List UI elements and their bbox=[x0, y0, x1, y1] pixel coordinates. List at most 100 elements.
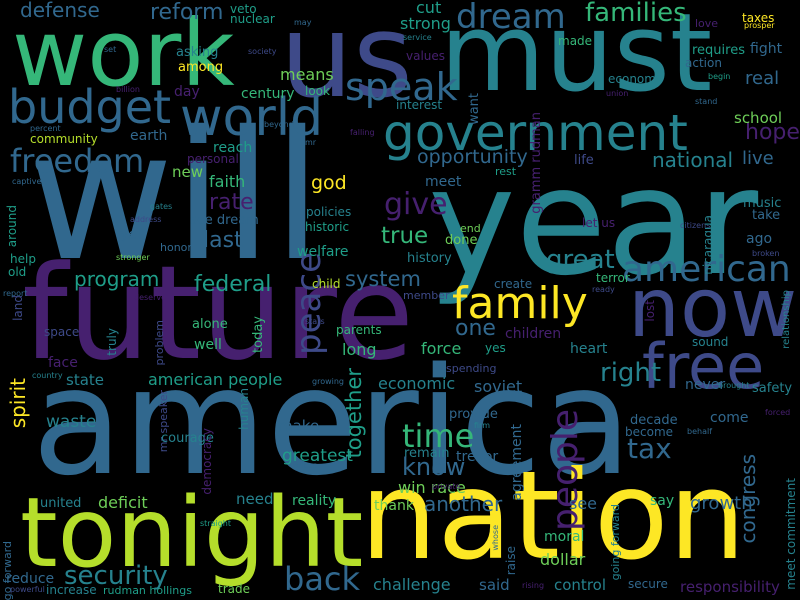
cloud-word: music bbox=[743, 196, 782, 211]
cloud-word: stars bbox=[305, 317, 325, 326]
cloud-word: family bbox=[452, 278, 588, 329]
cloud-word: honor bbox=[160, 241, 192, 254]
cloud-word: asking bbox=[176, 45, 219, 60]
cloud-word: year bbox=[428, 136, 759, 308]
cloud-word: made bbox=[558, 34, 593, 48]
cloud-word: opportunity bbox=[417, 146, 528, 168]
cloud-word: children bbox=[505, 326, 562, 342]
cloud-word: alone bbox=[192, 317, 228, 332]
cloud-word: courage bbox=[161, 431, 214, 446]
cloud-word: responsibility bbox=[680, 578, 780, 596]
cloud-word: america bbox=[32, 336, 632, 508]
cloud-word: hope bbox=[745, 120, 800, 145]
cloud-word: stand bbox=[695, 97, 718, 106]
cloud-word: rising bbox=[522, 581, 545, 590]
cloud-word: done bbox=[445, 233, 478, 248]
cloud-word: future bbox=[22, 237, 415, 389]
cloud-word: love bbox=[695, 17, 719, 30]
cloud-word: heart bbox=[570, 341, 608, 357]
cloud-word: interest bbox=[396, 98, 443, 112]
cloud-word: school bbox=[734, 109, 783, 127]
cloud-word: space bbox=[44, 325, 80, 339]
cloud-word: create bbox=[494, 277, 533, 291]
cloud-word: become bbox=[625, 425, 674, 439]
cloud-word: united bbox=[40, 496, 82, 511]
cloud-word: reality bbox=[292, 493, 337, 509]
cloud-word: spending bbox=[446, 362, 497, 375]
cloud-word: federal bbox=[194, 272, 272, 297]
cloud-word: freedom bbox=[10, 142, 145, 180]
cloud-word: firm bbox=[474, 421, 490, 430]
cloud-word: meet commitment bbox=[784, 478, 798, 590]
cloud-word: yes bbox=[485, 341, 506, 355]
cloud-word: world bbox=[180, 88, 324, 148]
cloud-word: reduce bbox=[6, 571, 55, 587]
cloud-word: speak bbox=[345, 65, 458, 109]
cloud-word: growing bbox=[312, 377, 344, 386]
cloud-word: deserve bbox=[134, 293, 167, 302]
cloud-word: together bbox=[342, 368, 366, 459]
cloud-word: gramm rudman bbox=[529, 112, 544, 214]
cloud-word: truly bbox=[105, 328, 119, 356]
cloud-word: secure bbox=[628, 577, 668, 591]
cloud-word: win race bbox=[398, 478, 466, 497]
cloud-word: national bbox=[652, 148, 734, 172]
cloud-word: reach bbox=[213, 140, 253, 156]
cloud-word: veto bbox=[230, 2, 257, 16]
cloud-word: address bbox=[130, 215, 162, 224]
cloud-word: century bbox=[241, 86, 295, 102]
cloud-word: relationship bbox=[781, 290, 792, 349]
cloud-word: moral bbox=[544, 529, 585, 545]
cloud-word: system bbox=[345, 267, 421, 291]
cloud-word: raise bbox=[504, 546, 518, 576]
cloud-word: lost bbox=[643, 300, 657, 322]
cloud-word: back bbox=[284, 560, 361, 598]
cloud-word: beyond bbox=[264, 120, 294, 129]
cloud-word: welfare bbox=[297, 244, 349, 260]
cloud-word: yet bbox=[120, 227, 143, 243]
cloud-word: agreement bbox=[509, 424, 525, 501]
cloud-word: among bbox=[178, 60, 224, 75]
cloud-word: citizens bbox=[680, 221, 711, 230]
cloud-word: economic bbox=[378, 374, 456, 393]
cloud-word: increase bbox=[46, 583, 97, 597]
cloud-word: community bbox=[30, 132, 98, 146]
cloud-word: today bbox=[251, 316, 266, 353]
cloud-word: come bbox=[710, 410, 749, 426]
cloud-word: ago bbox=[746, 231, 773, 247]
cloud-word: terror bbox=[596, 271, 630, 285]
cloud-word: trade bbox=[218, 582, 250, 596]
cloud-word: service bbox=[403, 33, 432, 42]
cloud-word: see dream bbox=[190, 213, 259, 228]
cloud-word: tonight bbox=[20, 477, 364, 589]
cloud-word: human bbox=[237, 388, 251, 430]
cloud-word: growth bbox=[690, 493, 753, 514]
cloud-word: time bbox=[402, 417, 475, 455]
cloud-word: take bbox=[752, 208, 781, 223]
cloud-word: whose bbox=[491, 525, 500, 551]
cloud-word: safety bbox=[752, 381, 793, 396]
cloud-word: nuclear bbox=[230, 12, 275, 26]
cloud-word: deficit bbox=[98, 493, 148, 512]
cloud-word: right bbox=[600, 358, 662, 388]
cloud-word: security bbox=[64, 561, 168, 591]
cloud-word: requires bbox=[692, 43, 745, 58]
cloud-word: parents bbox=[336, 323, 382, 337]
cloud-word: economy bbox=[608, 72, 664, 86]
cloud-word: program bbox=[74, 267, 160, 291]
cloud-word: sound bbox=[692, 335, 729, 349]
cloud-word: last bbox=[203, 228, 243, 253]
cloud-word: powerful bbox=[10, 585, 45, 594]
cloud-word: falling bbox=[350, 128, 375, 137]
cloud-word: means bbox=[280, 65, 334, 84]
cloud-word: rudman hollings bbox=[103, 584, 192, 597]
cloud-word: stronger bbox=[116, 253, 150, 262]
cloud-word: make bbox=[278, 417, 320, 435]
cloud-word: private bbox=[432, 482, 461, 491]
cloud-word: never bbox=[685, 377, 726, 393]
cloud-word: god bbox=[311, 172, 347, 194]
cloud-word: land bbox=[11, 295, 25, 321]
cloud-word: fight bbox=[750, 41, 783, 57]
cloud-word: member bbox=[403, 289, 450, 302]
cloud-word: democracy bbox=[200, 428, 214, 495]
